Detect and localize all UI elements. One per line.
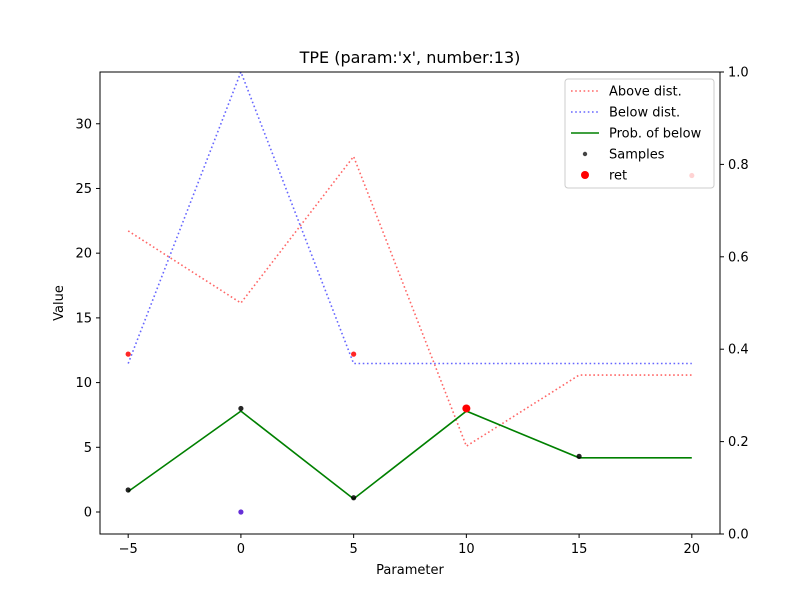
legend-label: ret	[609, 169, 627, 184]
y-tick-label: 0	[84, 506, 92, 521]
x-tick-label: 0	[237, 542, 245, 557]
sample-point	[351, 495, 357, 501]
series-line-2	[127, 410, 692, 500]
y-tick-label: 15	[75, 311, 92, 326]
legend-label: Samples	[609, 148, 665, 163]
x-tick-label: 15	[571, 542, 588, 557]
y2-tick-label: 0.4	[728, 343, 749, 358]
y-tick-label: 5	[84, 441, 92, 456]
sample-point	[238, 405, 244, 412]
x-axis-label: Parameter	[376, 563, 444, 578]
y2-tick-label: 0.0	[728, 528, 749, 543]
plot-area-frame	[99, 71, 721, 535]
sample-point	[576, 453, 582, 459]
y2-tick-label: 0.6	[728, 250, 749, 265]
sample-point	[238, 509, 244, 515]
y-tick-label: 30	[75, 117, 92, 132]
y-tick-label: 20	[75, 247, 92, 262]
y-axis-label: Value	[52, 285, 67, 321]
ret-point	[462, 404, 471, 413]
axis-ticks: −5 0 5 10 15 20 0 5 10 15 20 25 30 0.0 0.2 0.4 0.6 0.8 1.0	[75, 66, 748, 558]
y2-tick-label: 0.2	[728, 435, 749, 450]
legend-label: Below dist.	[609, 106, 680, 121]
legend-label: Prob. of below	[609, 127, 702, 142]
legend-swatch	[582, 151, 588, 157]
legend: Above dist. Below dist. Prob. of below Samp…	[564, 78, 715, 189]
legend-swatch	[581, 171, 589, 179]
sample-point	[351, 351, 357, 357]
sample-point	[125, 487, 131, 493]
x-tick-label: 5	[349, 542, 357, 557]
sample-point	[125, 351, 131, 357]
series-line-0	[127, 154, 692, 448]
x-tick-label: 10	[458, 542, 475, 557]
series-line-1	[127, 69, 692, 365]
chart-title: TPE (param:'x', number:13)	[299, 48, 521, 67]
y-tick-label: 25	[75, 182, 92, 197]
legend-label: Above dist.	[609, 85, 682, 100]
y2-tick-label: 0.8	[728, 158, 749, 173]
x-tick-label: 20	[684, 542, 701, 557]
y2-tick-label: 1.0	[728, 66, 749, 81]
y-tick-label: 10	[75, 376, 92, 391]
x-tick-label: −5	[119, 542, 138, 557]
legend-box	[564, 78, 715, 189]
